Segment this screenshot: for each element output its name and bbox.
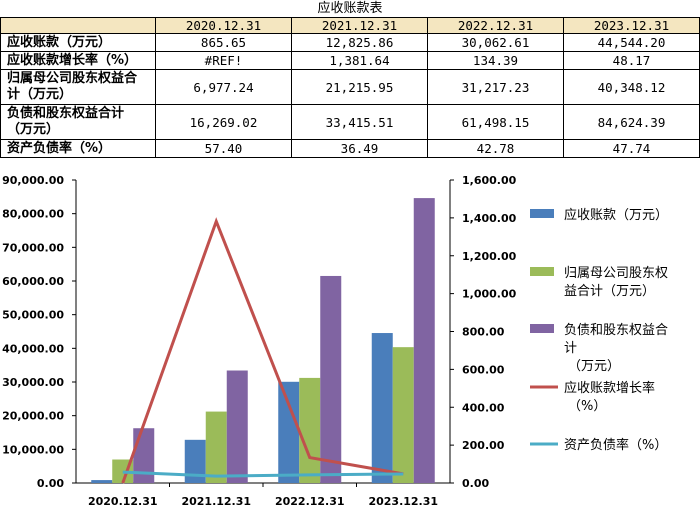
column-header: 2020.12.31 [155, 17, 292, 34]
x-axis-tick-label: 2023.12.31 [368, 495, 438, 508]
legend-label: 归属母公司股东权 [564, 265, 668, 281]
row-label: 资产负债率（%） [0, 139, 156, 158]
table-cell: 865.65 [155, 33, 292, 52]
legend-label: （%） [568, 399, 606, 414]
table-cell: 40,348.12 [563, 69, 700, 105]
left-axis-tick-label: 10,000.00 [2, 443, 64, 456]
right-axis-tick-label: 200.00 [462, 439, 505, 452]
table-cell: 134.39 [427, 51, 564, 70]
table-row: 负债和股东权益合计（万元） 16,269.02 33,415.51 61,498… [0, 104, 700, 140]
legend-swatch [530, 324, 554, 333]
table-row: 归属母公司股东权益合计（万元） 6,977.24 21,215.95 31,21… [0, 69, 700, 105]
left-axis-tick-label: 20,000.00 [2, 410, 64, 423]
right-axis-tick-label: 0.00 [462, 477, 489, 490]
table-cell: 57.40 [155, 139, 292, 158]
table-cell: 16,269.02 [155, 104, 292, 140]
right-axis-tick-label: 1,200.00 [462, 250, 517, 263]
left-axis-tick-label: 60,000.00 [2, 275, 64, 288]
table-cell: 31,217.23 [427, 69, 564, 105]
series-line [121, 217, 404, 484]
table-cell: 30,062.61 [427, 33, 564, 52]
left-axis-tick-label: 70,000.00 [2, 241, 64, 254]
right-axis-tick-label: 800.00 [462, 326, 505, 339]
left-axis-tick-label: 80,000.00 [2, 208, 64, 221]
column-header: 2022.12.31 [427, 17, 564, 34]
table-cell: 36.49 [291, 139, 428, 158]
row-label: 负债和股东权益合计（万元） [0, 104, 156, 140]
row-label: 归属母公司股东权益合计（万元） [0, 69, 156, 105]
table-cell: 84,624.39 [563, 104, 700, 140]
table-row: 应收账款增长率（%） #REF! 1,381.64 134.39 48.17 [0, 51, 700, 70]
legend-label: 资产负债率（%） [564, 437, 667, 453]
table-cell: 33,415.51 [291, 104, 428, 140]
left-axis-tick-label: 50,000.00 [2, 309, 64, 322]
table-row: 资产负债率（%） 57.40 36.49 42.78 47.74 [0, 139, 700, 158]
legend-label: 益合计（万元） [564, 284, 655, 299]
table-cell: 12,825.86 [291, 33, 428, 52]
bar [226, 370, 248, 483]
legend-label: （万元） [568, 359, 620, 374]
row-label: 应收账款增长率（%） [0, 51, 156, 70]
table-cell: 48.17 [563, 51, 700, 70]
bar [320, 275, 342, 483]
x-axis-tick-label: 2020.12.31 [88, 495, 158, 508]
table-cell: #REF! [155, 51, 292, 70]
bar [299, 377, 321, 483]
table-cell: 6,977.24 [155, 69, 292, 105]
table-cell: 21,215.95 [291, 69, 428, 105]
right-axis-tick-label: 1,600.00 [462, 174, 517, 187]
table-cell: 42.78 [427, 139, 564, 158]
left-axis-tick-label: 0.00 [37, 477, 64, 490]
legend-swatch [530, 267, 554, 276]
table-header-row: 2020.12.31 2021.12.31 2022.12.31 2023.12… [0, 17, 700, 34]
bar [91, 480, 113, 483]
table-cell: 47.74 [563, 139, 700, 158]
bar [278, 381, 300, 483]
right-axis-tick-label: 400.00 [462, 401, 505, 414]
legend-label: 应收账款（万元） [564, 207, 668, 223]
table-row: 应收账款（万元） 865.65 12,825.86 30,062.61 44,5… [0, 33, 700, 52]
legend-swatch [530, 209, 554, 218]
left-axis-tick-label: 90,000.00 [2, 174, 64, 187]
row-label: 应收账款（万元） [0, 33, 156, 52]
table-cell: 61,498.15 [427, 104, 564, 140]
bar [205, 411, 227, 483]
header-corner [0, 17, 156, 34]
bar [392, 347, 414, 483]
left-axis-tick-label: 40,000.00 [2, 342, 64, 355]
data-table: 2020.12.31 2021.12.31 2022.12.31 2023.12… [0, 17, 700, 158]
table-title: 应收账款表 [317, 1, 383, 16]
legend-label: 负债和股东权益合 [564, 322, 668, 338]
right-axis-tick-label: 1,000.00 [462, 288, 517, 301]
legend-label: 应收账款增长率 [564, 380, 655, 396]
bar [371, 333, 393, 483]
left-axis-tick-label: 30,000.00 [2, 376, 64, 389]
table-cell: 1,381.64 [291, 51, 428, 70]
x-axis-tick-label: 2022.12.31 [275, 495, 345, 508]
column-header: 2023.12.31 [563, 17, 700, 34]
x-axis-tick-label: 2021.12.31 [181, 495, 251, 508]
table-cell: 44,544.20 [563, 33, 700, 52]
bar [413, 198, 435, 483]
column-header: 2021.12.31 [291, 17, 428, 34]
legend-label: 计 [564, 341, 577, 356]
bar [184, 439, 206, 483]
combo-chart: 0.00 10,000.00 20,000.00 30,000.00 40,000.00… [2, 174, 668, 508]
right-axis-tick-label: 1,400.00 [462, 212, 517, 225]
series-line [122, 470, 404, 478]
right-axis-tick-label: 600.00 [462, 363, 505, 376]
